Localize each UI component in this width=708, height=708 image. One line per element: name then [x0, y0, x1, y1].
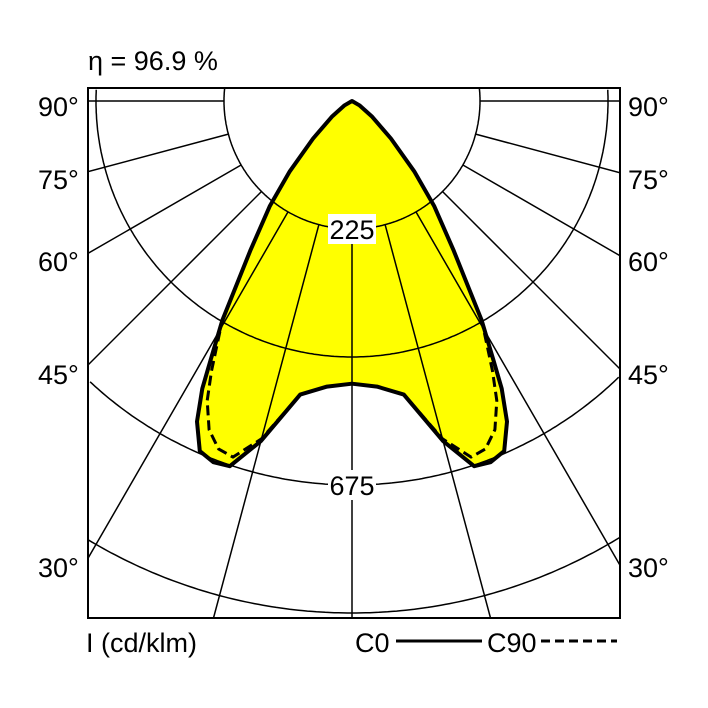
radial-label-bg-225	[328, 214, 376, 244]
series-c90-curve	[205, 99, 499, 459]
angle-label-90-right: 90°	[628, 92, 669, 122]
ring-450	[95, 89, 609, 358]
radial-line-60-right	[462, 164, 620, 257]
legend-c90-label: C90	[487, 628, 537, 658]
radial-label-bg-675	[328, 470, 376, 500]
angle-label-30-right: 30°	[628, 553, 669, 583]
angle-label-60-left: 60°	[38, 247, 79, 277]
angle-label-30-left: 30°	[38, 553, 79, 583]
legend-c0-label: C0	[355, 628, 390, 658]
chart-title: η = 96.9 %	[88, 46, 218, 76]
radial-line-75-right	[475, 133, 620, 174]
angle-label-75-left: 75°	[38, 165, 79, 195]
radial-line-75-left	[88, 133, 229, 173]
ring-900	[88, 536, 620, 614]
radial-line-15-right	[384, 224, 492, 618]
unit-label: I (cd/klm)	[86, 628, 197, 658]
radial-line-15-left	[212, 224, 320, 618]
radial-label-675: 675	[329, 471, 374, 501]
angle-label-90-left: 90°	[38, 92, 79, 122]
angle-label-45-left: 45°	[38, 360, 79, 390]
angle-label-45-right: 45°	[628, 360, 669, 390]
radial-line-30-right	[415, 211, 620, 566]
angle-label-75-right: 75°	[628, 165, 669, 195]
radial-label-225: 225	[329, 215, 374, 245]
radial-line-60-left	[88, 164, 242, 255]
radial-line-45-left	[88, 190, 263, 366]
ring-675	[89, 376, 620, 486]
radial-line-45-right	[441, 190, 620, 370]
plot-frame	[87, 87, 621, 619]
ring-225	[223, 88, 481, 230]
radial-line-30-left	[88, 211, 289, 559]
angle-label-60-right: 60°	[628, 247, 669, 277]
